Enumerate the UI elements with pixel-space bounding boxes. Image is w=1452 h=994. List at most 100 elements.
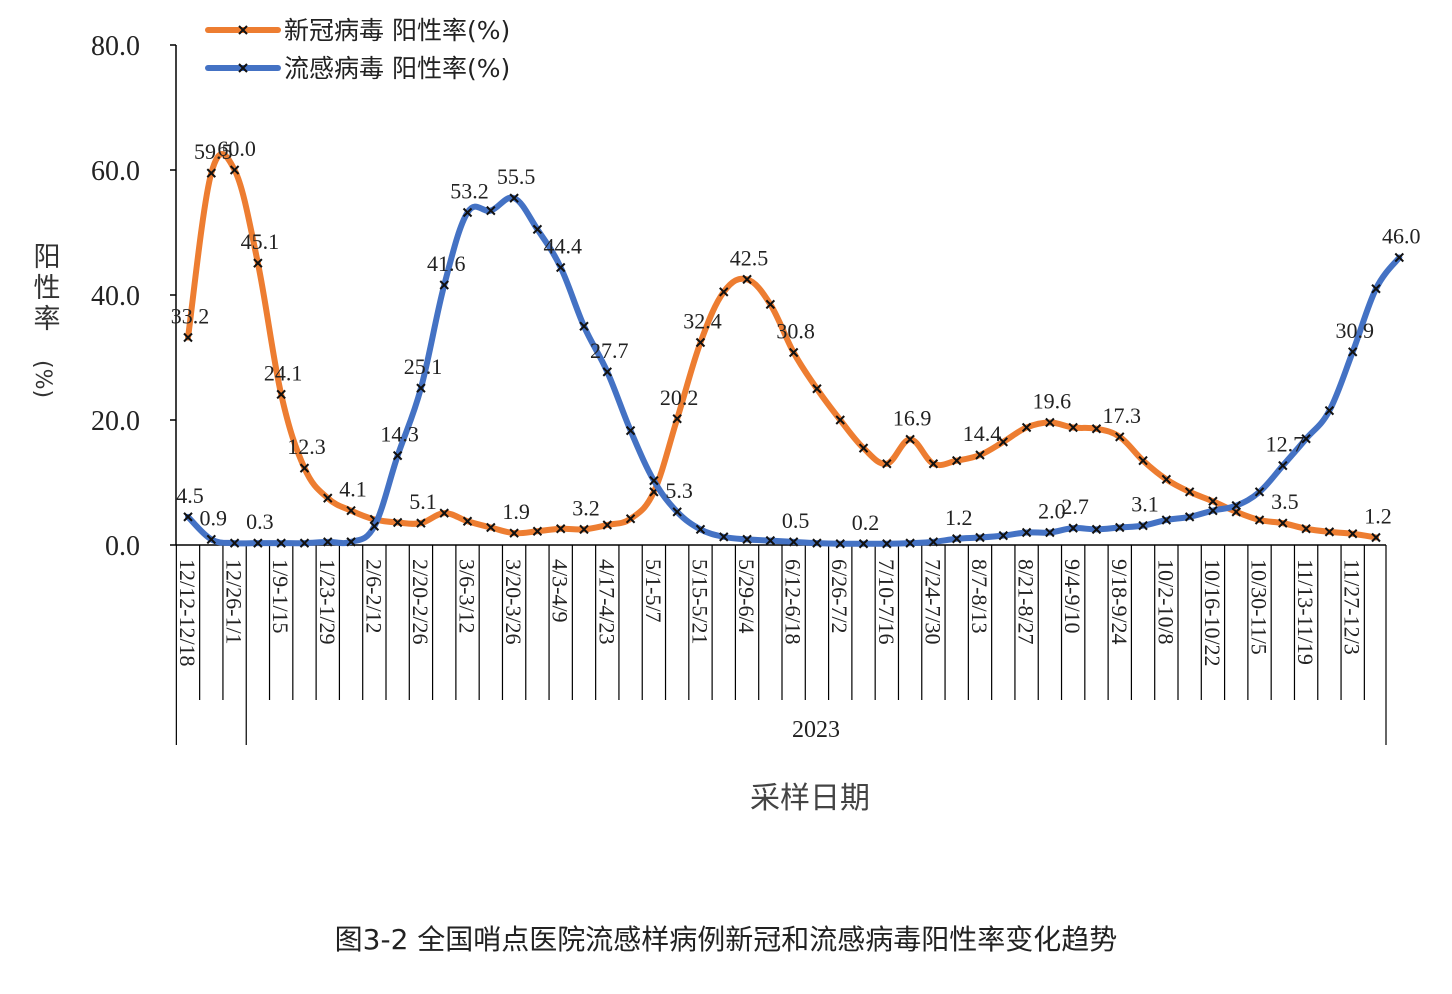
x-tick-label: 6/12-6/18 xyxy=(781,559,806,645)
data-point-marker xyxy=(1021,527,1032,538)
marker-stroke xyxy=(416,518,426,528)
data-point-marker xyxy=(1371,284,1381,294)
flu-data-label: 0.5 xyxy=(782,508,810,533)
marker-stroke xyxy=(858,443,869,453)
marker-stroke xyxy=(742,274,752,285)
marker-stroke xyxy=(1091,424,1102,434)
data-point-marker xyxy=(905,434,915,445)
covid-data-label: 42.5 xyxy=(730,245,769,270)
data-point-marker xyxy=(625,514,636,524)
data-point-marker xyxy=(439,280,449,290)
data-point-marker xyxy=(1394,252,1405,263)
marker-stroke xyxy=(1021,422,1032,433)
y-tick-label: 60.0 xyxy=(91,156,140,187)
marker-stroke xyxy=(1138,520,1148,531)
y-tick-label: 0.0 xyxy=(105,531,140,562)
marker-stroke xyxy=(649,475,659,486)
y-tick-label: 80.0 xyxy=(91,31,140,62)
data-point-marker xyxy=(183,332,193,343)
data-point-marker xyxy=(253,258,263,268)
marker-stroke xyxy=(346,537,356,547)
data-point-marker xyxy=(1254,487,1265,497)
marker-stroke xyxy=(765,299,776,310)
data-point-marker xyxy=(1347,347,1358,357)
x-axis-year-label: 2023 xyxy=(792,717,840,743)
data-point-marker xyxy=(323,537,333,547)
marker-stroke xyxy=(765,535,776,546)
data-point-marker xyxy=(858,443,869,453)
x-tick-label: 5/15-5/21 xyxy=(687,559,712,645)
marker-stroke xyxy=(1161,515,1172,525)
marker-stroke xyxy=(1394,252,1405,263)
flu-data-label: 4.5 xyxy=(176,483,204,508)
flu-data-label: 0.3 xyxy=(246,509,274,534)
data-point-marker xyxy=(1301,434,1311,444)
marker-stroke xyxy=(299,463,310,473)
marker-stroke xyxy=(1068,523,1078,533)
flu-data-label: 0.9 xyxy=(200,505,228,530)
marker-stroke xyxy=(369,521,380,531)
x-tick-label: 8/21-8/27 xyxy=(1014,559,1039,645)
marker-stroke xyxy=(579,321,589,331)
data-point-marker xyxy=(579,524,589,535)
data-point-marker xyxy=(206,168,217,178)
covid-data-label: 45.1 xyxy=(241,229,280,254)
data-point-marker xyxy=(1138,520,1148,531)
data-point-marker xyxy=(392,517,403,528)
marker-stroke xyxy=(1324,527,1335,537)
marker-stroke xyxy=(1324,405,1335,416)
data-point-marker xyxy=(486,205,496,216)
data-point-marker xyxy=(509,528,519,538)
flu-data-label: 2.0 xyxy=(1038,499,1066,524)
x-axis-title: 采样日期 xyxy=(750,781,870,816)
data-point-marker xyxy=(346,537,356,547)
marker-stroke xyxy=(951,455,962,466)
data-point-marker xyxy=(416,518,426,528)
flu-data-label: 2.7 xyxy=(1061,494,1089,519)
data-point-marker xyxy=(951,455,962,466)
marker-stroke xyxy=(1301,434,1311,444)
marker-stroke xyxy=(835,415,845,425)
marker-stroke xyxy=(742,534,752,545)
data-point-marker xyxy=(253,538,263,548)
data-point-marker xyxy=(1371,532,1381,543)
marker-stroke xyxy=(1208,496,1218,506)
marker-stroke xyxy=(835,539,845,549)
marker-stroke xyxy=(812,384,822,394)
x-tick-label: 10/16-10/22 xyxy=(1200,559,1225,667)
marker-stroke xyxy=(672,507,682,517)
marker-stroke xyxy=(625,514,636,524)
marker-stroke xyxy=(672,414,682,424)
data-point-marker xyxy=(1231,500,1241,511)
marker-stroke xyxy=(439,508,449,518)
covid-data-label: 14.4 xyxy=(963,421,1002,446)
marker-stroke xyxy=(555,524,566,534)
marker-stroke xyxy=(928,459,939,469)
flu-series-line xyxy=(185,194,1403,547)
marker-stroke xyxy=(509,193,519,203)
y-axis: 0.0 20.0 40.0 60.0 80.0 xyxy=(91,31,177,562)
data-point-marker xyxy=(1347,529,1358,539)
data-point-marker xyxy=(299,538,310,548)
marker-stroke xyxy=(299,538,310,548)
flu-data-label: 12.7 xyxy=(1266,432,1305,457)
data-point-marker xyxy=(509,193,519,203)
marker-stroke xyxy=(812,538,822,548)
data-point-marker xyxy=(346,505,356,516)
marker-stroke xyxy=(1184,512,1195,522)
x-tick-label: 6/26-7/2 xyxy=(827,559,852,634)
legend-marker xyxy=(238,63,248,73)
marker-stroke xyxy=(905,538,915,548)
marker-stroke xyxy=(183,512,193,522)
data-point-marker xyxy=(1278,460,1288,471)
data-point-marker xyxy=(439,508,449,518)
marker-stroke xyxy=(229,538,240,548)
marker-stroke xyxy=(276,389,286,400)
x-tick-label: 7/10-7/16 xyxy=(874,559,899,645)
series-layer xyxy=(183,151,1405,549)
data-point-marker xyxy=(1115,432,1125,442)
legend-label: 流感病毒 阳性率(%) xyxy=(284,54,510,83)
covid-data-label: 60.0 xyxy=(217,136,256,161)
marker-stroke xyxy=(439,280,449,290)
